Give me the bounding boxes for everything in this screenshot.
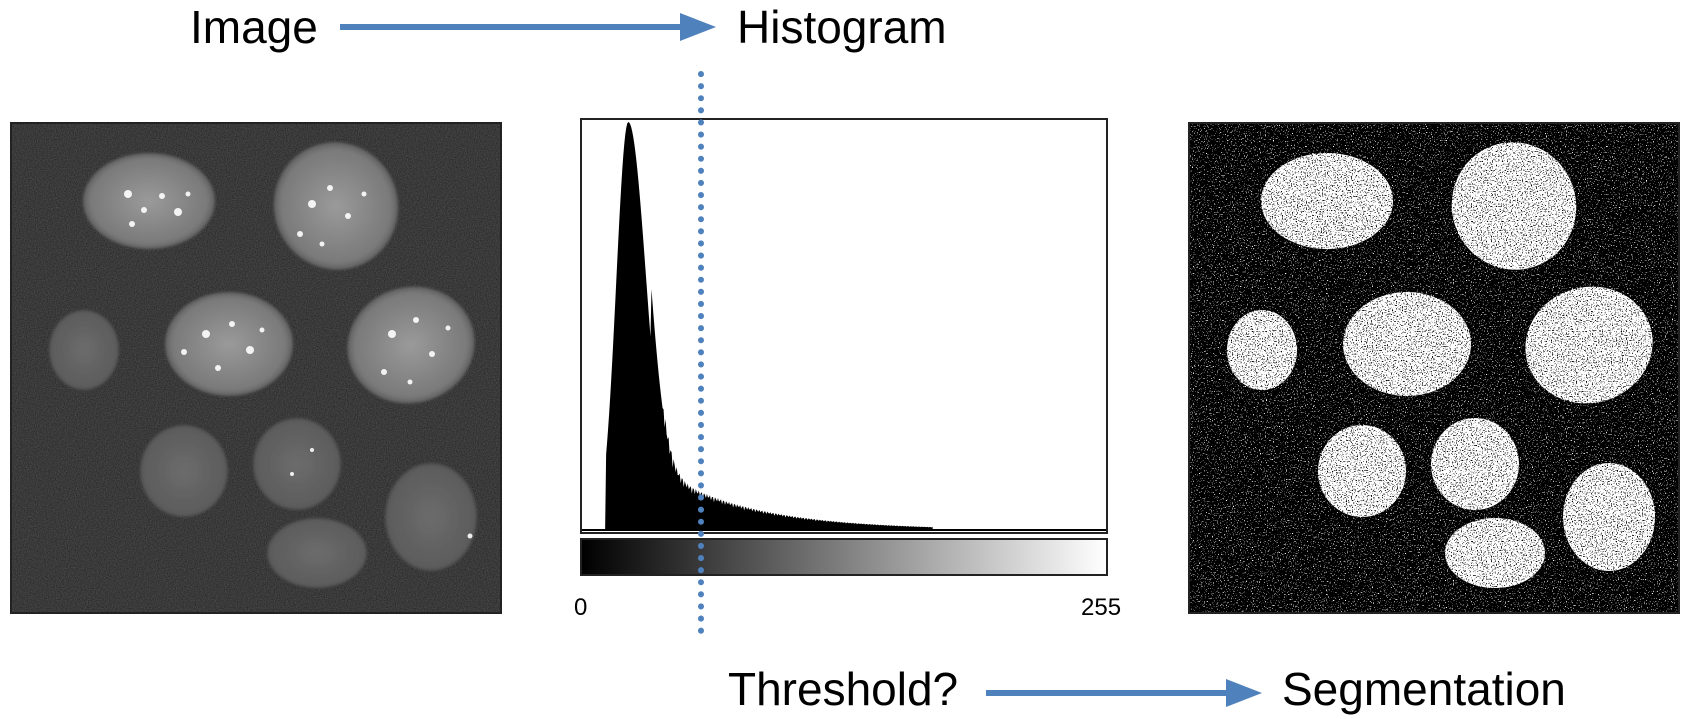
nucleus <box>347 286 475 404</box>
histogram-bars <box>590 122 933 530</box>
segmentation-label: Segmentation <box>1282 663 1566 715</box>
axis-min-label: 0 <box>574 594 588 621</box>
grayscale-gradient-bar <box>580 538 1108 576</box>
histogram-chart <box>582 122 1106 531</box>
arrow-image-to-histogram <box>340 13 716 41</box>
nucleus <box>385 463 477 571</box>
image-label: Image <box>190 1 318 53</box>
nucleus <box>273 142 399 270</box>
micrograph-image <box>12 124 500 612</box>
micrograph-panel <box>10 122 502 614</box>
nucleus <box>83 153 215 249</box>
histogram-label: Histogram <box>737 1 947 53</box>
nucleus <box>140 425 228 517</box>
axis-max-label: 255 <box>1081 594 1122 621</box>
segmentation-image <box>1190 124 1678 612</box>
histogram-panel <box>580 118 1108 534</box>
nucleus <box>253 418 341 510</box>
nucleus <box>49 310 119 390</box>
segmentation-panel <box>1188 122 1680 614</box>
threshold-label: Threshold? <box>728 663 959 715</box>
nucleus <box>267 518 367 588</box>
arrow-threshold-to-segmentation <box>986 679 1262 707</box>
nucleus <box>165 292 293 396</box>
